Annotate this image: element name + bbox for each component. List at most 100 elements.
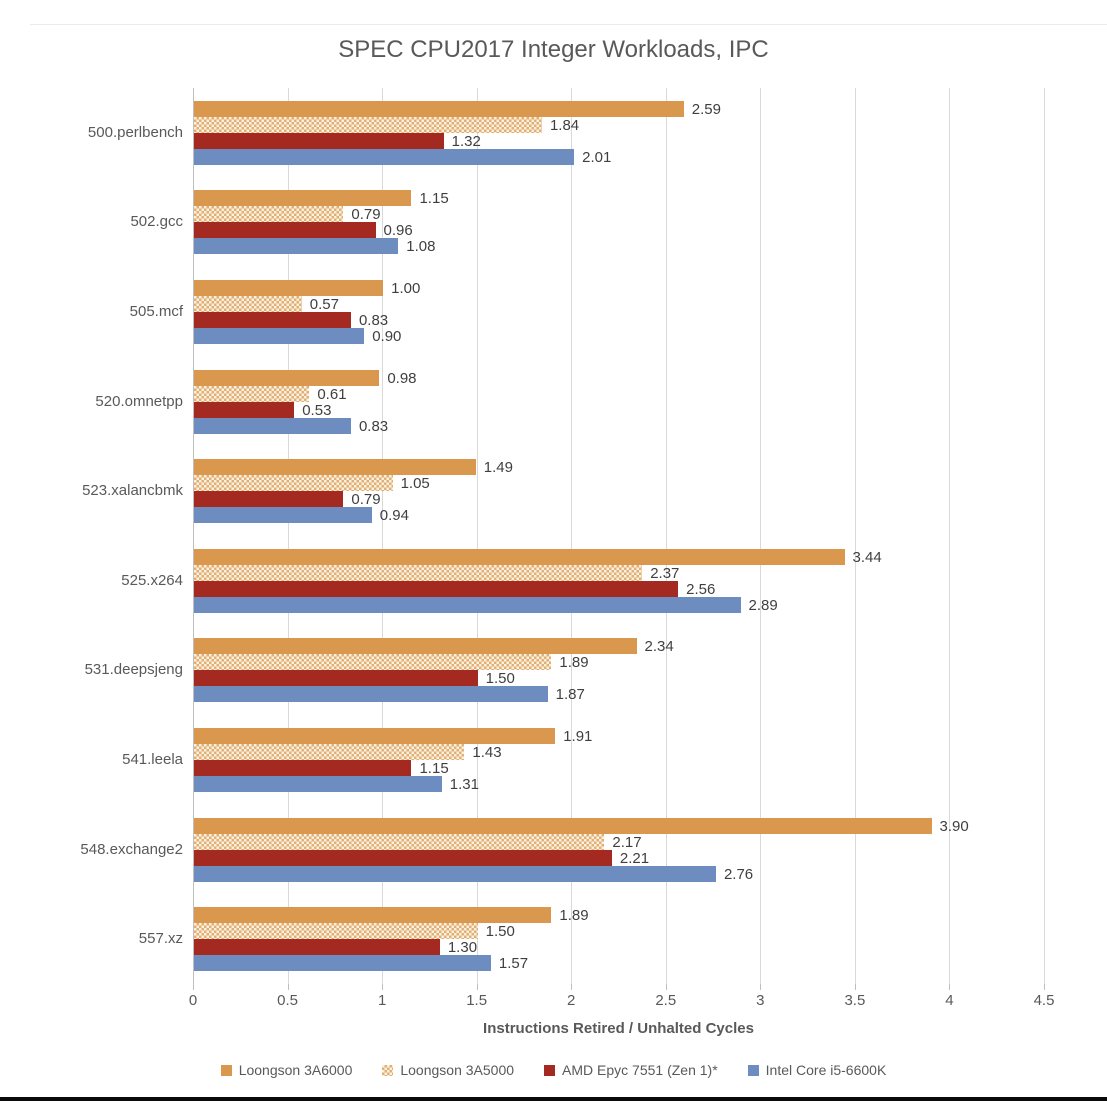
category-label: 502.gcc — [130, 213, 183, 231]
bar — [194, 475, 393, 492]
bar — [194, 148, 575, 165]
bar-value-label: 0.57 — [309, 296, 339, 313]
axis-tick — [1044, 984, 1045, 990]
bar-value-label: 0.94 — [379, 507, 409, 525]
bar-value-label: 2.56 — [686, 580, 716, 598]
bar — [194, 238, 399, 255]
bar-value-label: 1.00 — [391, 280, 421, 297]
bar — [194, 222, 376, 239]
category-label: 523.xalancbmk — [82, 482, 183, 500]
bar-value-label: 1.91 — [563, 728, 593, 745]
bar — [194, 312, 351, 328]
bar-value-label: 2.01 — [582, 148, 612, 166]
bar — [194, 417, 351, 434]
x-axis-title: Instructions Retired / Unhalted Cycles — [483, 1020, 754, 1037]
gridline — [287, 88, 289, 984]
bar-value-label: 1.50 — [485, 670, 515, 688]
category-label: 541.leela — [122, 751, 183, 768]
legend-label: Loongson 3A6000 — [238, 1062, 353, 1078]
bar — [194, 955, 491, 972]
bar-value-label: 2.17 — [612, 833, 642, 851]
axis-tick — [571, 984, 573, 990]
bar — [194, 596, 741, 613]
bar-value-label: 2.37 — [650, 564, 680, 582]
bar-value-label: 1.57 — [498, 955, 529, 973]
bar-value-label: 0.83 — [358, 312, 389, 329]
bar-value-label: 1.08 — [406, 238, 436, 256]
bar — [194, 907, 552, 924]
bar-value-label: 0.90 — [372, 328, 402, 345]
x-tick-label: 4 — [945, 992, 954, 1009]
bar — [194, 686, 548, 703]
bar — [194, 385, 310, 402]
bar-value-label: 1.87 — [555, 686, 585, 704]
gridline — [665, 88, 667, 984]
bar — [194, 190, 412, 207]
y-axis-line — [193, 88, 194, 984]
bar — [194, 817, 932, 834]
bar-value-label: 2.59 — [691, 100, 721, 118]
bar — [194, 206, 344, 223]
bar-value-label: 1.15 — [419, 760, 449, 777]
bar — [194, 744, 465, 760]
bar — [194, 369, 380, 386]
x-tick-label: 3 — [756, 992, 765, 1009]
gridline — [382, 88, 384, 984]
bar — [194, 100, 684, 117]
bar — [194, 280, 384, 296]
bar — [194, 923, 478, 940]
axis-tick — [476, 984, 478, 990]
category-label: 548.exchange2 — [80, 840, 183, 858]
gridline — [1044, 88, 1045, 984]
x-tick-label: 2.5 — [655, 992, 677, 1009]
bar-value-label: 0.53 — [302, 401, 332, 419]
bar-value-label: 2.76 — [723, 865, 754, 883]
bar — [194, 865, 716, 882]
axis-tick — [760, 984, 762, 990]
axis-tick — [382, 984, 384, 990]
legend: Loongson 3A6000 Loongson 3A5000 AMD Epyc 7… — [0, 1062, 1107, 1078]
legend-marker-icon — [220, 1064, 232, 1076]
bar-value-label: 1.43 — [472, 744, 502, 761]
legend-marker-icon — [382, 1064, 394, 1076]
axis-tick — [949, 984, 951, 990]
gridline — [571, 88, 573, 984]
bar-value-label: 0.83 — [358, 417, 389, 435]
legend-item: Loongson 3A5000 — [382, 1062, 514, 1078]
category-label: 520.omnetpp — [95, 392, 183, 410]
bar-value-label: 0.61 — [317, 385, 347, 403]
bar — [194, 548, 845, 565]
axis-tick — [287, 984, 289, 990]
bar — [194, 654, 552, 671]
legend-label: Intel Core i5-6600K — [765, 1062, 887, 1078]
bar-value-label: 1.50 — [485, 923, 515, 941]
gridline — [760, 88, 762, 984]
category-label: 525.x264 — [121, 571, 183, 589]
bar — [194, 132, 444, 149]
x-tick-label: 1 — [377, 992, 387, 1009]
bar-value-label: 0.98 — [387, 369, 417, 387]
legend-label: AMD Epyc 7551 (Zen 1)* — [562, 1062, 718, 1078]
bar-value-label: 1.49 — [483, 459, 513, 477]
bar — [194, 491, 344, 508]
bar-value-label: 2.89 — [748, 596, 778, 614]
bar — [194, 728, 556, 744]
category-label: 505.mcf — [129, 303, 183, 320]
axis-tick — [665, 984, 667, 990]
axis-tick — [193, 984, 194, 990]
bar — [194, 849, 612, 866]
bar — [194, 296, 302, 312]
bar — [194, 776, 442, 792]
legend-item: AMD Epyc 7551 (Zen 1)* — [544, 1062, 718, 1078]
bar-value-label: 2.34 — [644, 638, 674, 656]
bar-value-label: 3.44 — [852, 548, 882, 566]
x-tick-label: 0 — [188, 992, 198, 1009]
bar — [194, 939, 440, 956]
bar — [194, 833, 605, 850]
bar-value-label: 1.89 — [559, 907, 589, 925]
bar — [194, 670, 478, 687]
bar-value-label: 1.05 — [400, 475, 430, 493]
bar-value-label: 0.79 — [351, 491, 381, 509]
